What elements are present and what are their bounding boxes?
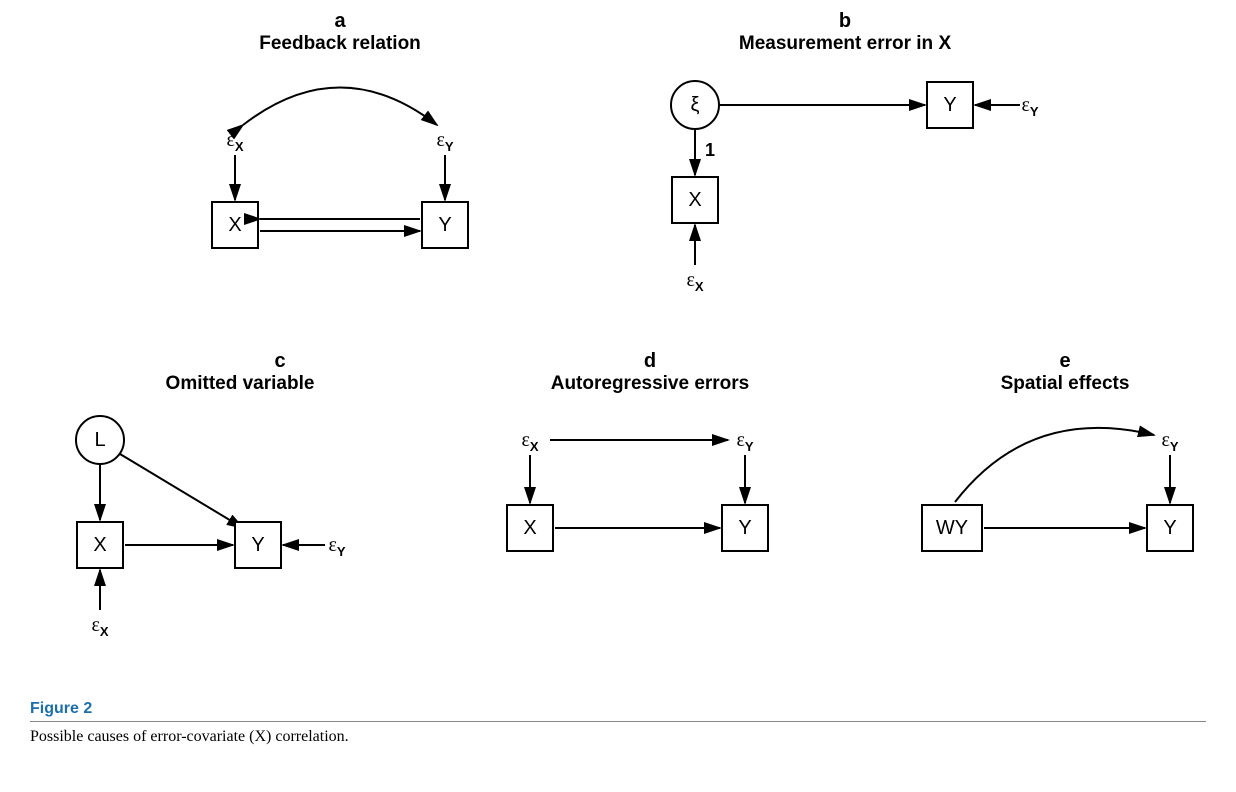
panel-e-label: e: [910, 350, 1220, 373]
panel-d-node-Y: Y: [738, 517, 751, 539]
panel-d-svg: εX εY X Y: [485, 410, 815, 610]
panel-d-node-X: X: [523, 517, 536, 539]
panel-a-node-Y: Y: [438, 214, 451, 236]
panel-e-node-Y: Y: [1163, 517, 1176, 539]
panel-b-node-Y: Y: [943, 94, 956, 116]
panel-b-node-X: X: [688, 189, 701, 211]
panel-c-epsX: εX: [91, 614, 108, 639]
figure-caption-text: Possible causes of error-covariate (X) c…: [30, 728, 1206, 746]
panel-d-title: Autoregressive errors: [485, 373, 815, 395]
panel-c-label: c: [185, 350, 375, 373]
panel-d-label: d: [485, 350, 815, 373]
panel-d: d Autoregressive errors εX εY X Y: [485, 350, 815, 610]
figure-diagram-container: a Feedback relation εX εY X Y: [30, 10, 1206, 690]
panel-b-epsY: εY: [1021, 94, 1038, 119]
panel-b-epsX: εX: [686, 269, 703, 294]
panel-b: b Measurement error in X ξ Y εY 1 X: [645, 10, 1045, 310]
panel-c-node-X: X: [93, 534, 106, 556]
panel-a-epsX: εX: [226, 129, 243, 154]
panel-e-title: Spatial effects: [910, 373, 1220, 395]
panel-c: c Omitted variable L X Y εY: [65, 350, 375, 670]
panel-d-epsY: εY: [736, 429, 753, 454]
figure-label: Figure 2: [30, 700, 1206, 722]
panel-a-node-X: X: [228, 214, 241, 236]
panel-d-epsX: εX: [521, 429, 538, 454]
panel-c-node-L: L: [94, 429, 105, 451]
panel-c-epsY: εY: [328, 534, 345, 559]
panel-e-node-WY: WY: [936, 517, 968, 539]
panel-b-title: Measurement error in X: [645, 33, 1045, 55]
panel-b-svg: ξ Y εY 1 X εX: [645, 70, 1045, 310]
panel-a-epsY: εY: [436, 129, 453, 154]
panel-a: a Feedback relation εX εY X Y: [175, 10, 505, 280]
panel-b-label: b: [645, 10, 1045, 33]
panel-e: e Spatial effects εY WY Y: [910, 350, 1220, 610]
panel-b-edge-label-1: 1: [705, 140, 715, 160]
panel-a-svg: εX εY X Y: [175, 70, 505, 280]
panel-c-node-Y: Y: [251, 534, 264, 556]
figure-caption: Figure 2 Possible causes of error-covari…: [30, 700, 1206, 746]
panel-e-svg: εY WY Y: [910, 410, 1220, 610]
panel-a-title: Feedback relation: [175, 33, 505, 55]
panel-e-epsY: εY: [1161, 429, 1178, 454]
panel-c-title: Omitted variable: [105, 373, 375, 395]
panel-c-svg: L X Y εY εX: [65, 410, 375, 670]
panel-a-label: a: [175, 10, 505, 33]
panel-b-node-xi: ξ: [691, 94, 700, 116]
